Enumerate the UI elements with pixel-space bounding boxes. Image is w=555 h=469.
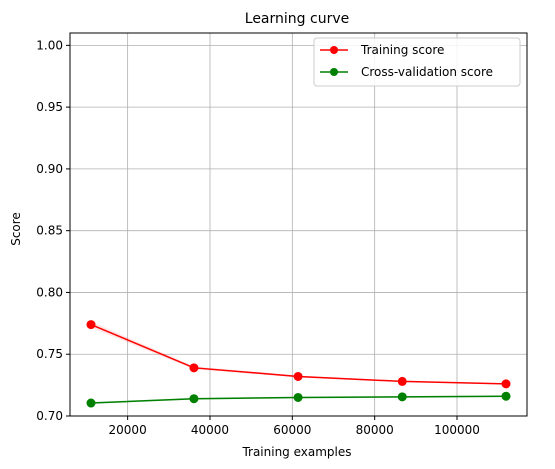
x-tick-label: 100000 xyxy=(434,423,480,437)
chart-title: Learning curve xyxy=(245,11,349,27)
x-tick-label: 40000 xyxy=(191,423,229,437)
point-series-1 xyxy=(86,320,96,330)
point-series-2 xyxy=(397,392,407,402)
x-tick-label: 60000 xyxy=(273,423,311,437)
y-tick-label: 0.85 xyxy=(36,224,63,238)
point-series-2 xyxy=(189,394,199,404)
point-series-1 xyxy=(189,363,199,373)
y-tick-label: 1.00 xyxy=(36,38,63,52)
x-axis-ticks: 20000 40000 60000 80000 100000 xyxy=(109,416,480,437)
legend: Training score Cross-validation score xyxy=(313,37,521,87)
point-series-1 xyxy=(397,376,407,386)
y-tick-label: 0.70 xyxy=(36,409,63,423)
point-series-2 xyxy=(293,392,303,402)
legend-entry-label: Cross-validation score xyxy=(361,65,493,79)
y-axis-ticks: 0.70 0.75 0.80 0.85 0.90 0.95 1.00 xyxy=(36,38,70,423)
y-tick-label: 0.95 xyxy=(36,100,63,114)
plot-area-frame xyxy=(69,32,528,417)
point-series-2 xyxy=(501,391,511,401)
y-tick-label: 0.80 xyxy=(36,285,63,299)
point-series-1 xyxy=(293,371,303,381)
series-points xyxy=(86,320,511,408)
y-tick-label: 0.90 xyxy=(36,162,63,176)
x-tick-label: 80000 xyxy=(356,423,394,437)
grid xyxy=(70,33,527,417)
legend-swatch-marker xyxy=(330,46,338,54)
x-axis-label: Training examples xyxy=(241,445,351,459)
x-tick-label: 20000 xyxy=(109,423,147,437)
y-tick-label: 0.75 xyxy=(36,347,63,361)
point-series-1 xyxy=(501,379,511,389)
legend-swatch-marker xyxy=(330,68,338,76)
legend-entry-label: Training score xyxy=(360,43,444,57)
point-series-2 xyxy=(86,398,96,408)
legend-box xyxy=(313,37,521,87)
y-axis-label: Score xyxy=(9,212,23,246)
